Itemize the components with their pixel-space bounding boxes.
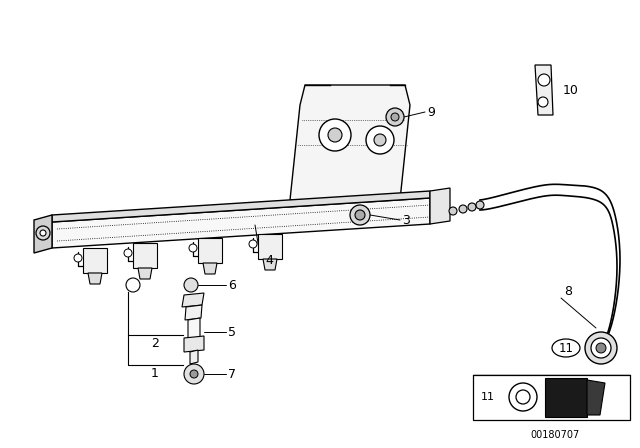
Circle shape [596, 343, 606, 353]
Text: 11: 11 [559, 341, 573, 354]
Circle shape [386, 108, 404, 126]
Text: 10: 10 [563, 83, 579, 96]
Polygon shape [258, 234, 282, 259]
Circle shape [355, 210, 365, 220]
Circle shape [516, 390, 530, 404]
Polygon shape [545, 378, 587, 417]
Polygon shape [185, 305, 202, 320]
Circle shape [124, 249, 132, 257]
Polygon shape [190, 350, 198, 364]
Circle shape [538, 97, 548, 107]
Polygon shape [34, 215, 52, 253]
Circle shape [319, 119, 351, 151]
Polygon shape [430, 188, 450, 224]
Text: 5: 5 [228, 326, 236, 339]
Polygon shape [88, 273, 102, 284]
Circle shape [184, 278, 198, 292]
Polygon shape [263, 259, 277, 270]
Text: 8: 8 [564, 284, 572, 297]
Text: 00180707: 00180707 [531, 430, 580, 440]
Circle shape [391, 113, 399, 121]
Circle shape [476, 201, 484, 209]
Circle shape [538, 74, 550, 86]
Text: 11: 11 [481, 392, 495, 402]
Circle shape [591, 338, 611, 358]
Circle shape [40, 230, 46, 236]
Text: 2: 2 [151, 336, 159, 349]
Polygon shape [203, 263, 217, 274]
Polygon shape [138, 268, 152, 279]
Circle shape [74, 254, 82, 262]
Text: 9: 9 [427, 105, 435, 119]
Polygon shape [184, 336, 204, 352]
Circle shape [184, 364, 204, 384]
Circle shape [189, 244, 197, 252]
Polygon shape [52, 191, 430, 222]
Circle shape [374, 134, 386, 146]
Text: 6: 6 [228, 279, 236, 292]
Text: 4: 4 [265, 254, 273, 267]
Polygon shape [133, 243, 157, 268]
Polygon shape [198, 238, 222, 263]
Circle shape [350, 205, 370, 225]
Circle shape [190, 370, 198, 378]
Circle shape [249, 240, 257, 248]
Polygon shape [587, 380, 605, 415]
Polygon shape [182, 293, 204, 307]
Text: 1: 1 [151, 366, 159, 379]
Polygon shape [473, 375, 630, 420]
Polygon shape [535, 65, 553, 115]
Polygon shape [52, 198, 430, 248]
Polygon shape [188, 318, 200, 340]
Circle shape [126, 278, 140, 292]
Text: 3: 3 [402, 214, 410, 227]
Circle shape [36, 226, 50, 240]
Circle shape [449, 207, 457, 215]
Circle shape [459, 205, 467, 213]
Circle shape [468, 203, 476, 211]
Circle shape [328, 128, 342, 142]
Circle shape [509, 383, 537, 411]
Circle shape [585, 332, 617, 364]
Circle shape [366, 126, 394, 154]
Text: 7: 7 [228, 367, 236, 380]
Polygon shape [290, 85, 410, 200]
Polygon shape [83, 248, 107, 273]
